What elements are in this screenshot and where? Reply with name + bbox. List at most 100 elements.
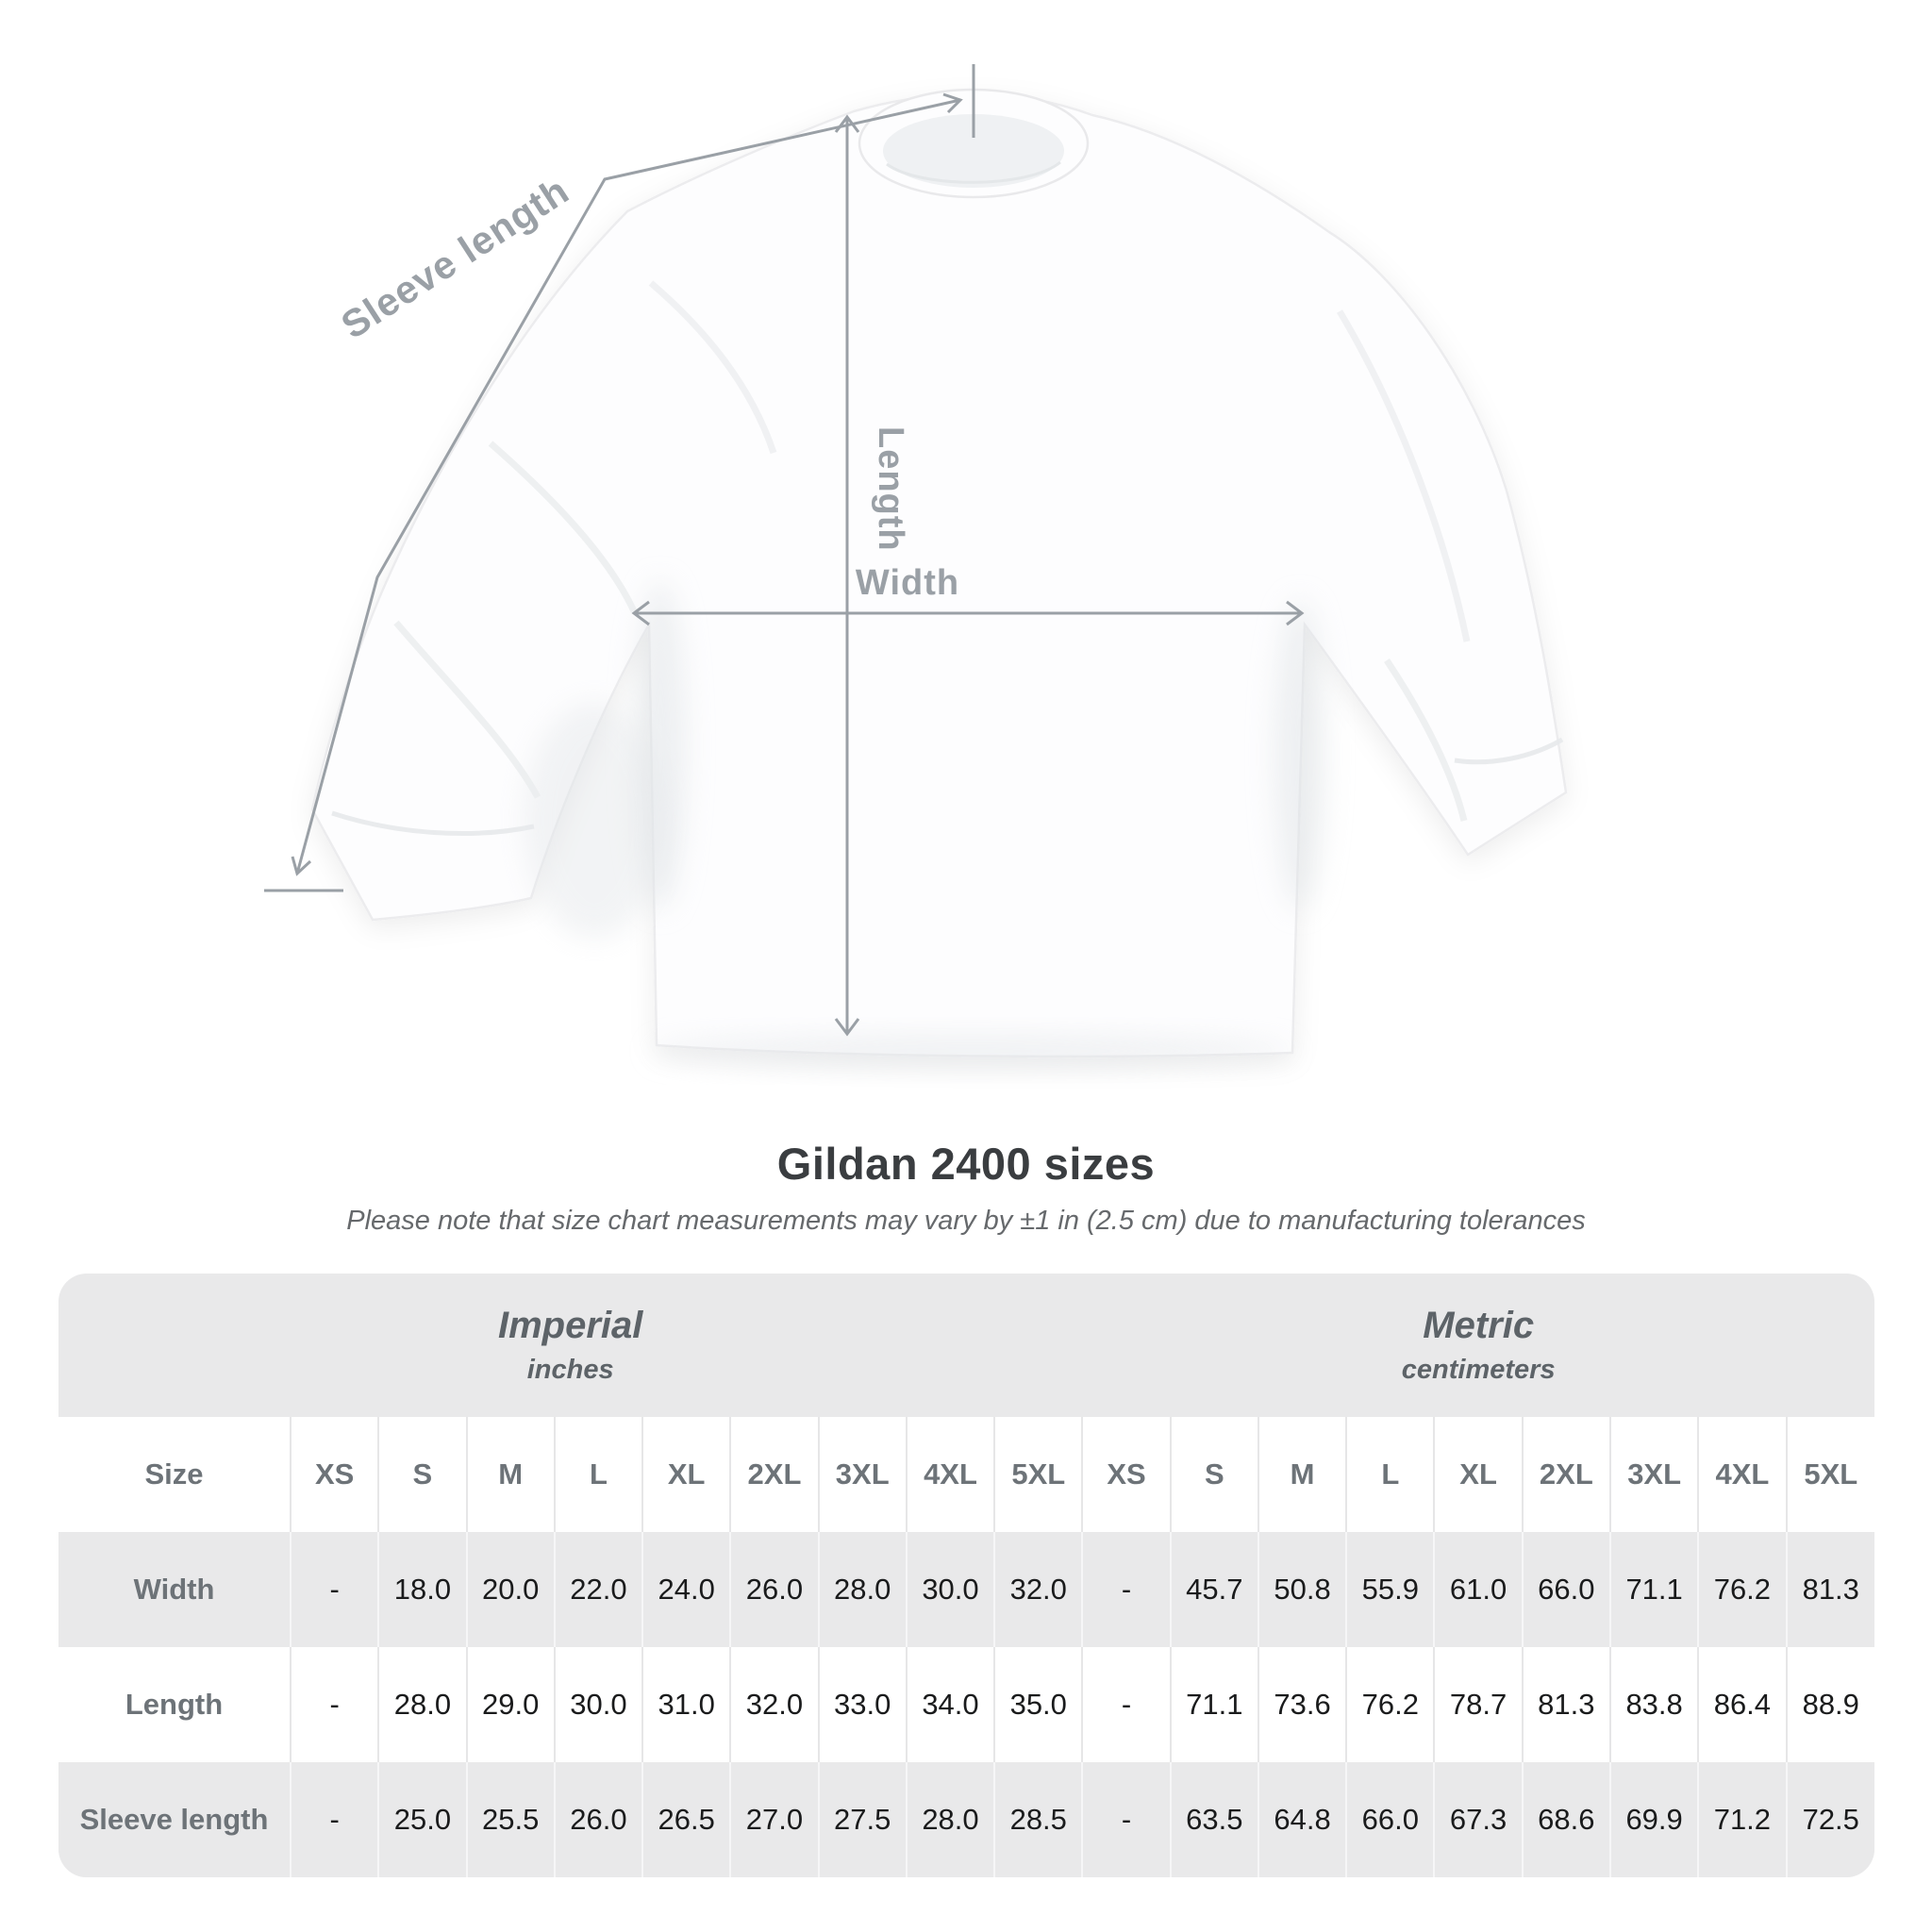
value-cell: 78.7 — [1433, 1647, 1523, 1762]
size-header-metric-xl: XL — [1433, 1417, 1523, 1532]
width-arrow-left — [631, 600, 650, 626]
value-cell: 30.0 — [905, 1532, 995, 1647]
table-row: Length -28.0 29.0 30.0 31.0 32.0 33.0 34.0 35.0-… — [58, 1647, 1874, 1762]
length-arrow-bottom — [834, 1018, 860, 1037]
size-table: Imperial inches Metric centimeters Size … — [58, 1274, 1874, 1877]
value-cell: 29.0 — [465, 1647, 555, 1762]
table-row: Width -18.0 20.0 22.0 24.0 26.0 28.0 30.0 32.0-4… — [58, 1532, 1874, 1647]
size-header-imperial-xl: XL — [641, 1417, 731, 1532]
value-cell: 45.7 — [1169, 1532, 1258, 1647]
size-header-metric-xs: XS — [1081, 1417, 1171, 1532]
sleeve-length-arrow-top — [942, 92, 963, 114]
value-cell: 28.0 — [905, 1762, 995, 1877]
value-cell: 55.9 — [1345, 1532, 1435, 1647]
size-column-header: Size — [144, 1457, 204, 1491]
size-header-metric-2xl: 2XL — [1521, 1417, 1610, 1532]
value-cell: 33.0 — [817, 1647, 907, 1762]
length-arrow-top — [834, 114, 860, 133]
value-cell: 28.0 — [377, 1647, 467, 1762]
length-label: Length — [871, 426, 910, 552]
size-header-metric-s: S — [1169, 1417, 1258, 1532]
value-cell: 26.5 — [641, 1762, 731, 1877]
size-header-imperial-l: L — [553, 1417, 643, 1532]
value-cell: 28.0 — [817, 1532, 907, 1647]
size-header-imperial-3xl: 3XL — [817, 1417, 907, 1532]
metric-unit-label: centimeters — [1401, 1355, 1556, 1385]
value-cell: 28.5 — [993, 1762, 1083, 1877]
table-row: Sleeve length -25.0 25.5 26.0 26.5 27.0 27.5 28… — [58, 1762, 1874, 1877]
value-cell: 69.9 — [1608, 1762, 1699, 1877]
size-header-imperial-xs: XS — [289, 1417, 379, 1532]
size-header-imperial-m: M — [465, 1417, 555, 1532]
value-cell: 66.0 — [1345, 1762, 1435, 1877]
value-cell: 88.9 — [1785, 1647, 1874, 1762]
shirt-shading — [331, 280, 1564, 1066]
page-subtitle: Please note that size chart measurements… — [346, 1206, 1586, 1236]
value-cell: 67.3 — [1433, 1762, 1523, 1877]
value-cell: - — [289, 1647, 379, 1762]
size-header-metric-l: L — [1345, 1417, 1435, 1532]
size-header-metric-5xl: 5XL — [1785, 1417, 1874, 1532]
value-cell: 27.5 — [817, 1762, 907, 1877]
metric-group-header: Metric centimeters — [1082, 1274, 1874, 1417]
shirt-measurement-diagram: Sleeve length Length Width — [264, 64, 1568, 1066]
value-cell: 68.6 — [1521, 1762, 1610, 1877]
value-cell: 86.4 — [1697, 1647, 1787, 1762]
value-cell: 81.3 — [1785, 1532, 1874, 1647]
value-cell: 76.2 — [1697, 1532, 1787, 1647]
size-header-imperial-4xl: 4XL — [905, 1417, 995, 1532]
value-cell: 20.0 — [465, 1532, 555, 1647]
value-cell: 34.0 — [905, 1647, 995, 1762]
value-cell: 25.0 — [377, 1762, 467, 1877]
value-cell: 32.0 — [993, 1532, 1083, 1647]
value-cell: 73.6 — [1257, 1647, 1347, 1762]
value-cell: 35.0 — [993, 1647, 1083, 1762]
value-cell: 31.0 — [641, 1647, 731, 1762]
size-header-imperial-s: S — [377, 1417, 467, 1532]
imperial-group-header: Imperial inches — [58, 1274, 1082, 1417]
size-header-metric-3xl: 3XL — [1608, 1417, 1699, 1532]
unit-group-row: Imperial inches Metric centimeters — [58, 1274, 1874, 1417]
value-cell: 72.5 — [1785, 1762, 1874, 1877]
value-cell: 24.0 — [641, 1532, 731, 1647]
row-label: Width — [133, 1573, 215, 1606]
value-cell: 66.0 — [1521, 1532, 1610, 1647]
value-cell: 30.0 — [553, 1647, 643, 1762]
value-cell: 81.3 — [1521, 1647, 1610, 1762]
value-cell: 71.2 — [1697, 1762, 1787, 1877]
value-cell: 83.8 — [1608, 1647, 1699, 1762]
value-cell: 22.0 — [553, 1532, 643, 1647]
row-label: Length — [125, 1688, 224, 1721]
page-title: Gildan 2400 sizes — [776, 1139, 1156, 1189]
value-cell: - — [1081, 1647, 1171, 1762]
size-header-metric-4xl: 4XL — [1697, 1417, 1787, 1532]
shirt-collar — [858, 88, 1090, 199]
value-cell: 25.5 — [465, 1762, 555, 1877]
value-cell: 63.5 — [1169, 1762, 1258, 1877]
imperial-unit-label: inches — [526, 1355, 614, 1385]
value-cell: 18.0 — [377, 1532, 467, 1647]
value-cell: 71.1 — [1169, 1647, 1258, 1762]
size-header-row: Size XS S M L XL 2XL 3XL 4XL 5XL XS S M L XL 2XL 3XL 4XL… — [58, 1417, 1874, 1532]
value-cell: - — [1081, 1532, 1171, 1647]
value-cell: 26.0 — [729, 1532, 819, 1647]
imperial-label: Imperial — [497, 1305, 643, 1346]
size-header-imperial-2xl: 2XL — [729, 1417, 819, 1532]
value-cell: 32.0 — [729, 1647, 819, 1762]
value-cell: 26.0 — [553, 1762, 643, 1877]
sleeve-length-line — [295, 98, 961, 874]
value-cell: - — [289, 1762, 379, 1877]
value-cell: 27.0 — [729, 1762, 819, 1877]
metric-label: Metric — [1423, 1305, 1535, 1346]
value-cell: - — [289, 1532, 379, 1647]
row-label: Sleeve length — [79, 1803, 269, 1836]
size-header-imperial-5xl: 5XL — [993, 1417, 1083, 1532]
size-header-metric-m: M — [1257, 1417, 1347, 1532]
value-cell: 64.8 — [1257, 1762, 1347, 1877]
value-cell: 61.0 — [1433, 1532, 1523, 1647]
value-cell: - — [1081, 1762, 1171, 1877]
size-table-card: Imperial inches Metric centimeters Size … — [58, 1274, 1874, 1877]
value-cell: 71.1 — [1608, 1532, 1699, 1647]
value-cell: 76.2 — [1345, 1647, 1435, 1762]
